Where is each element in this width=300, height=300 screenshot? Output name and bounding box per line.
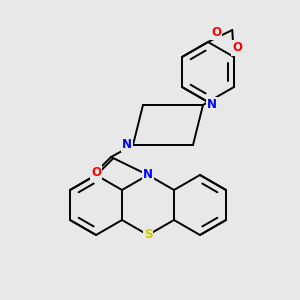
Text: S: S xyxy=(144,229,152,242)
Text: N: N xyxy=(143,169,153,182)
Text: O: O xyxy=(232,41,242,54)
Text: O: O xyxy=(211,26,221,39)
Text: N: N xyxy=(207,98,217,112)
Text: N: N xyxy=(122,137,132,151)
Text: O: O xyxy=(91,166,101,178)
